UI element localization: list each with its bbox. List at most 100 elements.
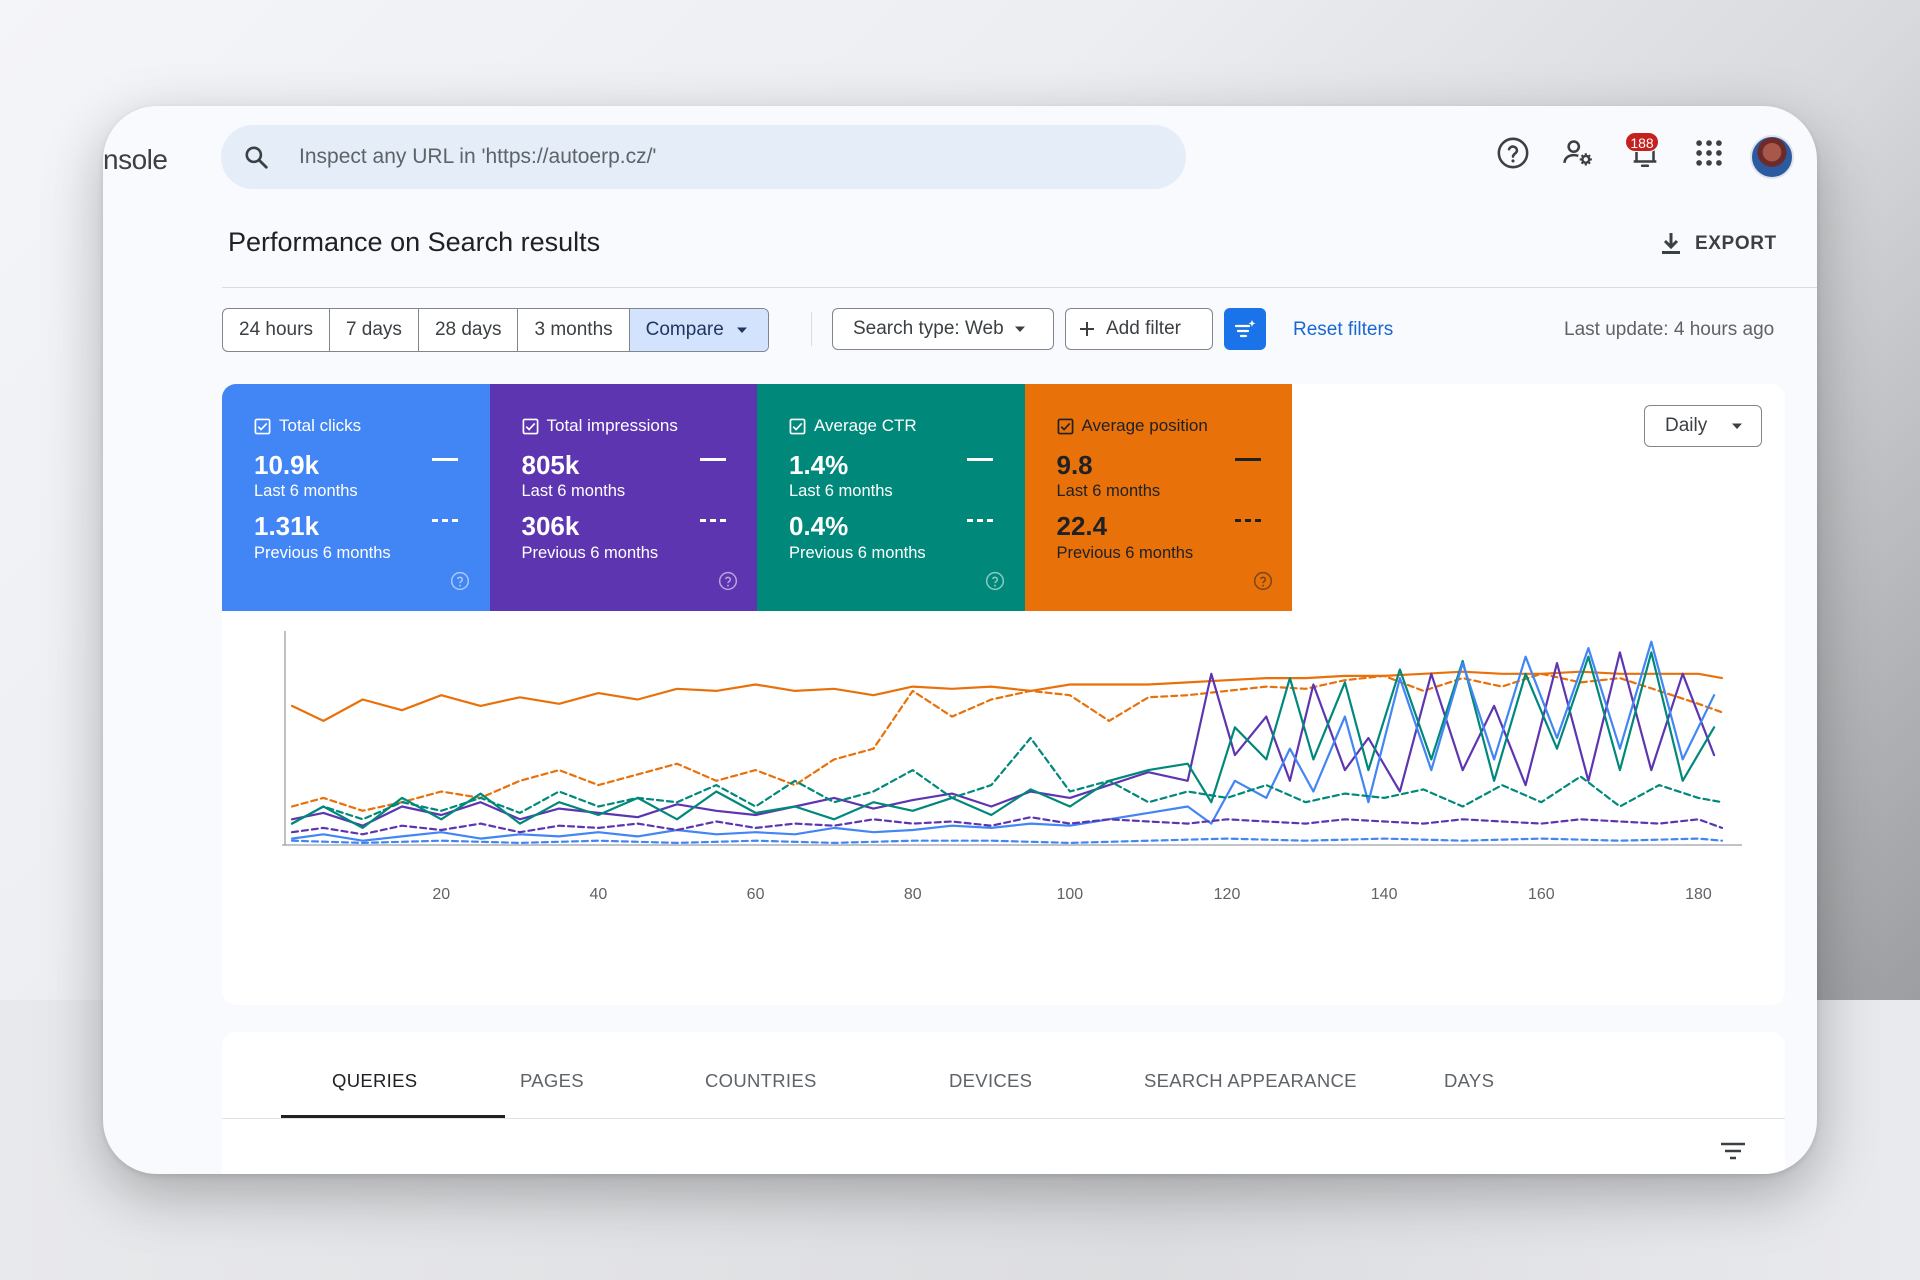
legend-solid-line [699, 458, 726, 461]
metric-card[interactable]: Average position 9.8 Last 6 months 22.4 Prev… [1024, 384, 1292, 611]
plus-icon [1080, 322, 1094, 336]
legend-dashed-line [1234, 519, 1261, 522]
filter-rows-icon[interactable] [1720, 1141, 1746, 1161]
x-tick-label: 180 [1685, 886, 1712, 903]
metric-title: Total impressions [546, 416, 678, 435]
app-window: nsole Inspect any URL in 'https://autoer… [103, 106, 1817, 1174]
series-line-previous [290, 672, 1724, 812]
range-28-days[interactable]: 28 days [419, 309, 519, 351]
x-tick-label: 120 [1214, 886, 1241, 903]
x-tick-label: 80 [904, 886, 922, 903]
checkbox-checked-icon[interactable] [522, 418, 539, 435]
url-inspect-search[interactable]: Inspect any URL in 'https://autoerp.cz/' [221, 125, 1186, 189]
tab-countries[interactable]: COUNTRIES [705, 1070, 817, 1091]
search-type-dropdown[interactable]: Search type: Web [832, 308, 1054, 350]
last-update-text: Last update: 4 hours ago [1564, 319, 1775, 340]
filter-settings-button[interactable] [1224, 308, 1266, 350]
dropdown-arrow-icon [1014, 326, 1025, 332]
granularity-dropdown[interactable]: Daily [1644, 405, 1762, 447]
compare-dropdown[interactable]: Compare [629, 309, 768, 351]
x-tick-label: 160 [1528, 886, 1555, 903]
export-button[interactable]: EXPORT [1659, 228, 1777, 260]
metric-card[interactable]: Average CTR 1.4% Last 6 months 0.4% Previous… [757, 384, 1025, 611]
metric-previous-value: 22.4 [1056, 511, 1108, 541]
search-placeholder[interactable]: Inspect any URL in 'https://autoerp.cz/' [299, 145, 657, 168]
filter-sparkle-icon [1234, 320, 1256, 338]
series-line-previous [290, 816, 1724, 836]
series-line-current [290, 670, 1724, 723]
legend-solid-line [1234, 458, 1261, 461]
help-icon[interactable] [1496, 136, 1530, 170]
metric-card[interactable]: Total clicks 10.9k Last 6 months 1.31k Previ… [222, 384, 490, 611]
series-line-current [290, 651, 1716, 827]
metric-card[interactable]: Total impressions 805k Last 6 months 306k Pr… [489, 384, 758, 611]
tab-devices[interactable]: DEVICES [949, 1070, 1033, 1091]
admin-settings-icon[interactable] [1561, 136, 1595, 170]
help-icon[interactable] [718, 571, 738, 591]
metric-label: Average position [1057, 416, 1208, 436]
help-icon[interactable] [1253, 571, 1273, 591]
tab-divider [222, 1118, 1785, 1119]
checkbox-checked-icon[interactable] [1057, 418, 1074, 435]
metric-current-period: Last 6 months [521, 482, 626, 500]
performance-chart-card: Total clicks 10.9k Last 6 months 1.31k Previ… [222, 384, 1785, 1005]
x-tick-label: 20 [432, 886, 450, 903]
search-icon [245, 146, 268, 169]
dropdown-arrow-icon [1732, 423, 1742, 429]
metric-label: Average CTR [789, 416, 917, 436]
page-title: Performance on Search results [228, 227, 601, 257]
series-line-previous [290, 736, 1724, 825]
legend-dashed-line [432, 519, 458, 522]
add-filter-button[interactable]: Add filter [1065, 308, 1213, 350]
tab-queries[interactable]: QUERIES [332, 1070, 418, 1091]
metric-title: Total clicks [279, 416, 362, 435]
metric-current-value: 10.9k [254, 450, 320, 480]
notification-count-badge: 188 [1625, 132, 1659, 152]
metric-previous-value: 1.31k [254, 511, 320, 541]
tab-search-appearance[interactable]: SEARCH APPEARANCE [1144, 1070, 1357, 1091]
metric-previous-period: Previous 6 months [789, 544, 926, 562]
tab-pages[interactable]: PAGES [520, 1070, 584, 1091]
legend-solid-line [967, 458, 993, 461]
metric-title: Average CTR [814, 416, 917, 435]
metric-previous-period: Previous 6 months [1056, 544, 1194, 562]
reset-filters-link[interactable]: Reset filters [1293, 319, 1394, 340]
checkbox-checked-icon[interactable] [789, 418, 806, 435]
range-24-hours[interactable]: 24 hours [223, 309, 330, 351]
metric-current-value: 805k [521, 450, 580, 480]
download-icon [1662, 233, 1680, 254]
export-label: EXPORT [1695, 233, 1777, 254]
add-filter-label: Add filter [1106, 318, 1181, 339]
range-3-months[interactable]: 3 months [518, 309, 630, 351]
search-type-label: Search type: Web [853, 318, 1004, 339]
dimension-tabs-card: QUERIES PAGES COUNTRIES DEVICES SEARCH A… [222, 1032, 1785, 1174]
series-line-previous [290, 837, 1724, 844]
metric-current-value: 9.8 [1056, 450, 1093, 480]
x-tick-label: 60 [747, 886, 765, 903]
legend-dashed-line [967, 519, 993, 522]
range-7-days[interactable]: 7 days [330, 309, 419, 351]
dropdown-arrow-icon [736, 327, 747, 333]
header-divider [222, 287, 1817, 288]
checkbox-checked-icon[interactable] [254, 418, 271, 435]
brand-name: nsole [103, 144, 168, 175]
series-line-current [290, 651, 1716, 829]
active-tab-indicator [281, 1115, 505, 1118]
tab-days[interactable]: DAYS [1444, 1070, 1495, 1091]
metric-title: Average position [1081, 416, 1208, 435]
x-tick-label: 40 [590, 886, 608, 903]
help-icon[interactable] [450, 571, 470, 591]
performance-line-chart: 20 40 60 80 100 120 140 160 180 [282, 631, 1742, 903]
metric-current-period: Last 6 months [254, 482, 358, 500]
date-range-selector: 24 hours 7 days 28 days 3 months Compare [222, 308, 769, 352]
metric-label: Total clicks [254, 416, 361, 436]
compare-label: Compare [645, 319, 724, 340]
x-tick-label: 140 [1371, 886, 1398, 903]
help-icon[interactable] [985, 571, 1005, 591]
metric-label: Total impressions [522, 416, 678, 436]
metric-previous-value: 306k [521, 511, 580, 541]
avatar[interactable] [1750, 135, 1794, 179]
apps-grid-icon[interactable] [1692, 136, 1726, 170]
metric-current-period: Last 6 months [789, 482, 893, 500]
metric-current-value: 1.4% [789, 450, 849, 480]
